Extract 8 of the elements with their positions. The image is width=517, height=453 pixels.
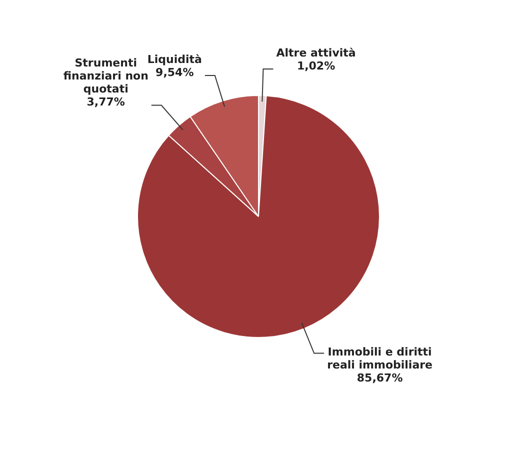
slice-label: Altre attività — [276, 46, 356, 60]
slice-label: Liquidità — [147, 52, 202, 66]
data-label: 85,67% — [356, 372, 403, 385]
slice-label: Strumenti finanziari non quotati — [63, 56, 148, 96]
data-label: 1,02% — [296, 59, 336, 72]
slice-label: Immobili e diritti reali immobiliare — [327, 346, 433, 372]
data-label: 9,54% — [156, 66, 194, 79]
data-label: 3,77% — [86, 96, 125, 109]
